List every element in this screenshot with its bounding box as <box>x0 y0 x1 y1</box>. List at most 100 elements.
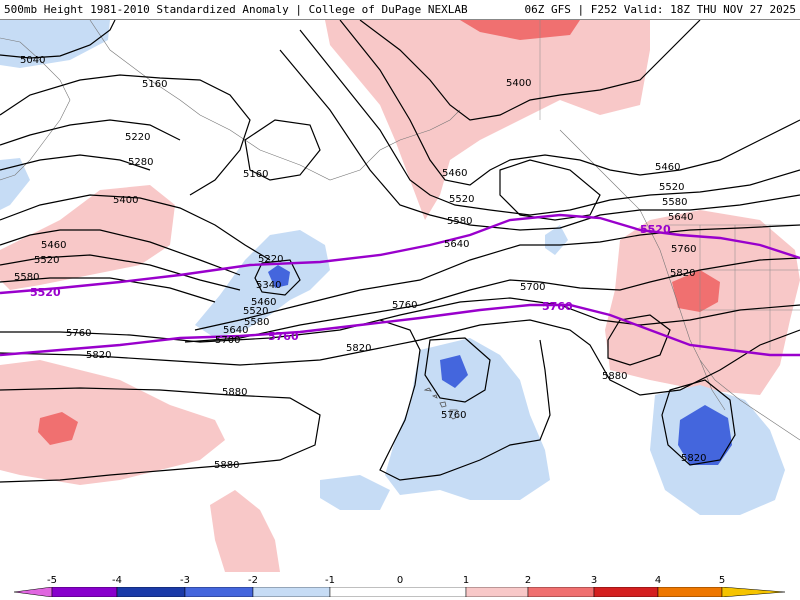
border-states-h <box>700 269 800 311</box>
anomaly-negative-w <box>0 158 30 210</box>
contour-label: 5700 <box>215 335 240 346</box>
anomaly-negative-small <box>545 225 568 255</box>
colorbar: -5 -4 -3 -2 -1 0 1 2 3 4 5 <box>0 572 800 600</box>
coastline-bc <box>559 129 661 251</box>
anomaly-negative-nw <box>0 20 110 68</box>
contour-label: 5760 <box>66 328 91 339</box>
contour-label: 5460 <box>251 297 276 308</box>
contour-label: 5880 <box>214 460 239 471</box>
contour-5400 <box>0 194 271 261</box>
purple-label: 5520 <box>30 286 61 299</box>
colorbar-tick: 4 <box>654 575 662 586</box>
purple-label: 5760 <box>542 300 573 313</box>
anomaly-positive-sw-core <box>38 412 78 445</box>
map-title: 500mb Height 1981-2010 Standardized Anom… <box>4 3 468 16</box>
contour-label: 5820 <box>86 350 111 361</box>
contour-label: 5520 <box>449 194 474 205</box>
anomaly-shading <box>0 20 800 572</box>
contour-label: 5520 <box>243 306 268 317</box>
purple-contour-5520 <box>0 213 800 295</box>
colorbar-tick: -2 <box>248 575 258 586</box>
height-contours <box>0 20 800 483</box>
anomaly-negative-central-core <box>268 265 290 288</box>
coastline-baja <box>699 359 726 411</box>
hawaii-island <box>439 401 447 408</box>
colorbar-segment <box>527 587 595 597</box>
contour-low-loop <box>254 259 301 296</box>
anomaly-positive-north-core <box>460 20 580 40</box>
colorbar-tick: 2 <box>524 575 532 586</box>
contour-label: 5820 <box>670 268 695 279</box>
colorbar-tick: -4 <box>112 575 122 586</box>
anomaly-negative-hawaii <box>385 338 550 500</box>
colorbar-arrow-left <box>13 587 53 597</box>
contour-5220 <box>0 119 181 146</box>
anomaly-positive-south <box>210 490 280 572</box>
purple-contour-5760 <box>0 303 800 357</box>
contour-label: 5640 <box>223 325 248 336</box>
contour-5700 <box>184 257 800 343</box>
contour-5580-n <box>279 49 800 231</box>
contour-label: 5340 <box>256 280 281 291</box>
hawaii-island <box>449 409 460 420</box>
contour-label: 5400 <box>113 195 138 206</box>
contour-label: 5760 <box>392 300 417 311</box>
contour-labels: 5040 5160 5220 5280 5160 5400 5460 5520 … <box>14 55 706 471</box>
hawaii-island <box>431 394 438 399</box>
colorbar-tick: -5 <box>47 575 57 586</box>
colorbar-tick: -3 <box>180 575 190 586</box>
colorbar-tick: 5 <box>718 575 726 586</box>
contour-5580-w <box>0 277 216 303</box>
hawaii-island <box>423 387 432 392</box>
highlight-contours <box>0 213 800 357</box>
colorbar-segment <box>593 587 659 597</box>
contour-label: 5460 <box>41 240 66 251</box>
contour-label: 5760 <box>671 244 696 255</box>
run-info: 06Z GFS | F252 Valid: 18Z THU NOV 27 202… <box>524 3 796 16</box>
colorbar-segment <box>657 587 723 597</box>
contour-label: 5580 <box>662 197 687 208</box>
anomaly-negative-hawaii-core <box>440 355 468 388</box>
anomaly-positive-sw <box>0 360 225 485</box>
purple-label: 5760 <box>268 330 299 343</box>
colorbar-segment <box>252 587 331 597</box>
contour-5160-b <box>244 119 321 181</box>
anomaly-negative-se-core <box>678 405 732 465</box>
colorbar-segment <box>51 587 118 597</box>
contour-label: 5520 <box>34 255 59 266</box>
contour-5460-n <box>339 20 800 186</box>
anomaly-positive-w <box>0 185 175 290</box>
colorbar-svg <box>13 587 786 597</box>
contour-label: 5580 <box>244 317 269 328</box>
contour-5760 <box>0 297 800 343</box>
contour-5040 <box>0 20 116 59</box>
contour-east-5880 <box>607 314 671 366</box>
colorbar-segment <box>116 587 186 597</box>
colorbar-tick: -1 <box>325 575 335 586</box>
contour-hawaii-5820 <box>379 319 551 481</box>
coastline-alaska <box>89 20 461 181</box>
contour-5460 <box>0 229 241 276</box>
contour-label: 5640 <box>444 239 469 250</box>
contour-label: 5160 <box>243 169 268 180</box>
colorbar-tick: 3 <box>590 575 598 586</box>
anomaly-positive-east-core <box>672 270 720 312</box>
contour-label: 5220 <box>125 132 150 143</box>
contour-5640 <box>194 224 800 331</box>
contour-label: 5280 <box>128 157 153 168</box>
contour-label: 5820 <box>681 453 706 464</box>
borders <box>539 20 800 350</box>
colorbar-arrow-right <box>721 587 786 597</box>
contour-label: 5160 <box>142 79 167 90</box>
contour-label: 5580 <box>14 272 39 283</box>
title-bar: 500mb Height 1981-2010 Standardized Anom… <box>0 0 800 20</box>
contour-5280 <box>0 154 151 171</box>
contour-hawaii-low <box>424 337 491 403</box>
contour-5400-n <box>359 20 701 121</box>
purple-label: 5520 <box>640 223 671 236</box>
contour-label: 5220 <box>258 254 283 265</box>
colorbar-tick: 1 <box>462 575 470 586</box>
contour-label: 5520 <box>659 182 684 193</box>
colorbar-segment <box>465 587 529 597</box>
anomaly-positive-north <box>325 20 650 220</box>
